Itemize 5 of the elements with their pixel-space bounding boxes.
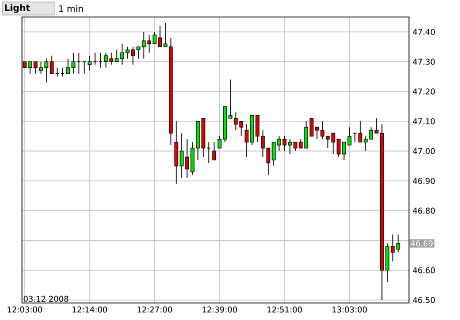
candlestick (212, 142, 216, 160)
candlestick (358, 120, 362, 143)
chart-title: Light (5, 4, 30, 13)
chart-subtitle: 1 min (59, 5, 83, 12)
candlestick (60, 67, 65, 77)
